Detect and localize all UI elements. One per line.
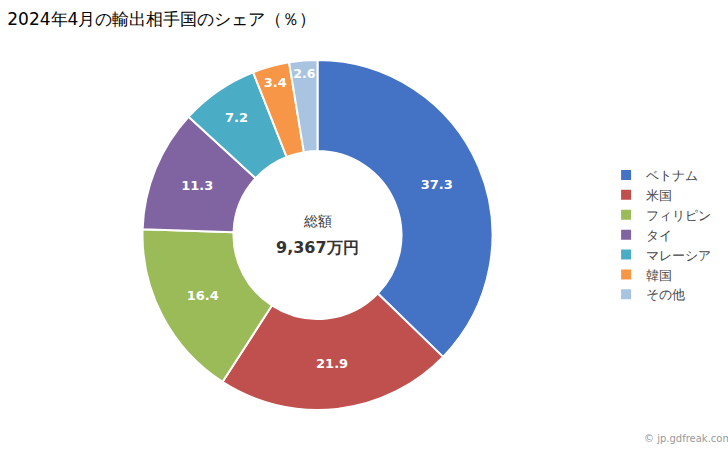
svg-text:© jp.gdfreak.com: © jp.gdfreak.com bbox=[644, 433, 728, 444]
svg-text:37.3: 37.3 bbox=[421, 177, 453, 192]
svg-text:米国: 米国 bbox=[646, 188, 672, 203]
svg-text:11.3: 11.3 bbox=[181, 178, 213, 193]
svg-text:その他: その他 bbox=[646, 287, 685, 302]
svg-text:フィリピン: フィリピン bbox=[646, 208, 711, 223]
svg-text:ベトナム: ベトナム bbox=[646, 168, 698, 183]
svg-text:タイ: タイ bbox=[646, 228, 672, 243]
svg-text:2.6: 2.6 bbox=[293, 66, 315, 81]
svg-text:韓国: 韓国 bbox=[646, 268, 672, 283]
svg-text:2024年4月の輸出相手国のシェア（％）: 2024年4月の輸出相手国のシェア（％） bbox=[7, 9, 316, 29]
svg-text:マレーシア: マレーシア bbox=[646, 248, 711, 263]
svg-text:9,367万円: 9,367万円 bbox=[276, 238, 359, 257]
svg-text:3.4: 3.4 bbox=[264, 75, 287, 90]
svg-text:16.4: 16.4 bbox=[187, 288, 219, 303]
svg-text:21.9: 21.9 bbox=[316, 356, 348, 371]
svg-text:7.2: 7.2 bbox=[225, 110, 248, 125]
svg-text:総額: 総額 bbox=[303, 213, 332, 229]
